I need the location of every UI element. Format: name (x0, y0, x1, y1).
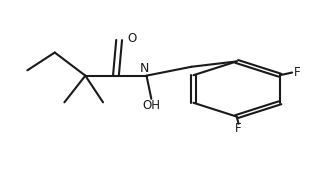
Text: O: O (127, 32, 137, 45)
Text: F: F (293, 66, 300, 78)
Text: F: F (235, 122, 242, 135)
Text: N: N (140, 62, 150, 75)
Text: OH: OH (142, 99, 160, 112)
